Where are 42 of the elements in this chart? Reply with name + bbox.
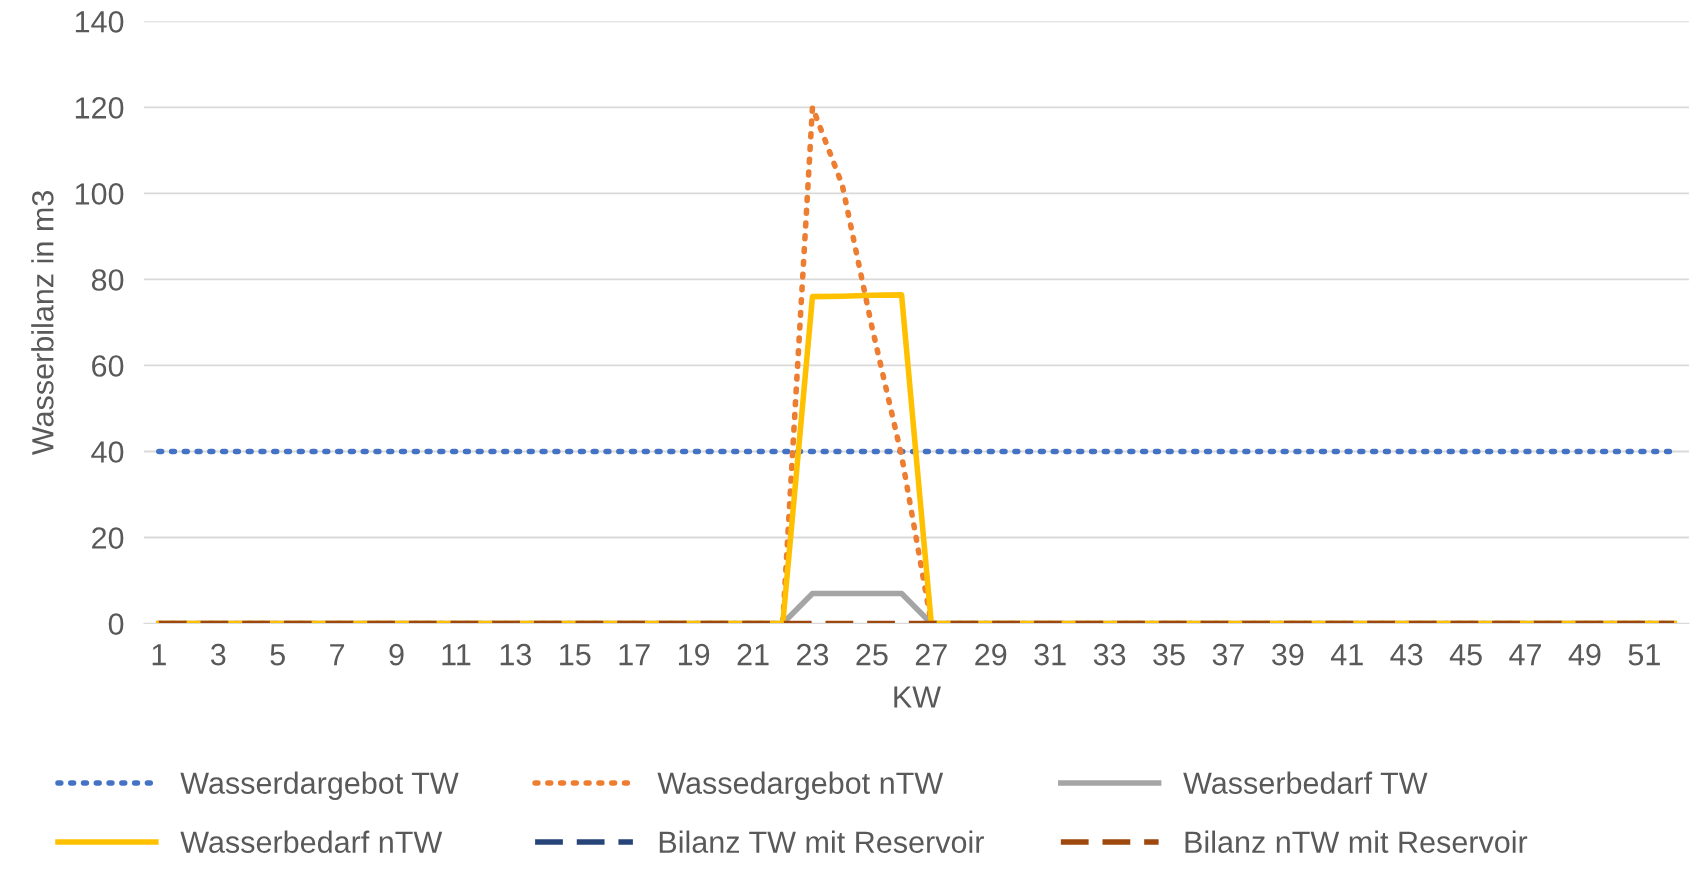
y-tick-label: 100	[75, 183, 124, 205]
x-tick-label: 19	[678, 643, 710, 666]
x-tick-label: 41	[1330, 644, 1363, 666]
x-tick-label: 35	[1153, 643, 1185, 666]
x-tick-label: 1	[152, 644, 166, 666]
legend-label: Wasserbedarf TW	[1183, 771, 1428, 794]
x-tick-label: 33	[1093, 643, 1126, 666]
x-tick-label: 45	[1449, 644, 1482, 666]
x-tick-label: 5	[270, 644, 285, 666]
x-tick-label: 21	[737, 643, 769, 666]
x-tick-label: 27	[915, 643, 947, 666]
x-tick-label: 43	[1390, 643, 1423, 666]
x-tick-label: 11	[442, 644, 471, 666]
x-tick-label: 37	[1212, 643, 1244, 666]
x-axis-title: KW	[894, 686, 941, 708]
x-tick-label: 31	[1034, 643, 1066, 666]
x-tick-label: 39	[1272, 643, 1304, 666]
x-tick-label: 23	[797, 643, 829, 666]
x-tick-label: 9	[389, 643, 404, 666]
x-tick-label: 25	[856, 643, 888, 666]
x-tick-label: 13	[500, 643, 532, 666]
y-tick-label: 140	[75, 11, 124, 33]
legend-label: Bilanz TW mit Reservoir	[659, 830, 984, 853]
y-tick-label: 120	[75, 97, 124, 119]
y-tick-label: 20	[92, 527, 124, 549]
legend-label: Wassedargebot nTW	[657, 771, 944, 800]
y-tick-label: 40	[91, 441, 124, 463]
y-tick-label: 80	[91, 269, 124, 291]
x-tick-label: 15	[560, 644, 591, 666]
x-tick-label: 29	[975, 643, 1007, 666]
x-tick-label: 49	[1568, 643, 1601, 666]
legend-label: Wasserbedarf nTW	[180, 830, 443, 853]
x-tick-label: 47	[1509, 644, 1541, 666]
y-tick-label: 60	[92, 355, 124, 377]
legend-label: Bilanz nTW mit Reservoir	[1185, 830, 1528, 853]
x-tick-label: 7	[330, 644, 345, 666]
y-tick-label: 0	[108, 613, 124, 635]
legend-label: Wasserdargebot TW	[180, 771, 459, 800]
x-tick-label: 51	[1628, 644, 1660, 666]
x-tick-label: 3	[210, 643, 226, 666]
x-tick-label: 17	[619, 644, 650, 666]
y-axis-title: Wasserbilanz in m3	[31, 191, 54, 456]
